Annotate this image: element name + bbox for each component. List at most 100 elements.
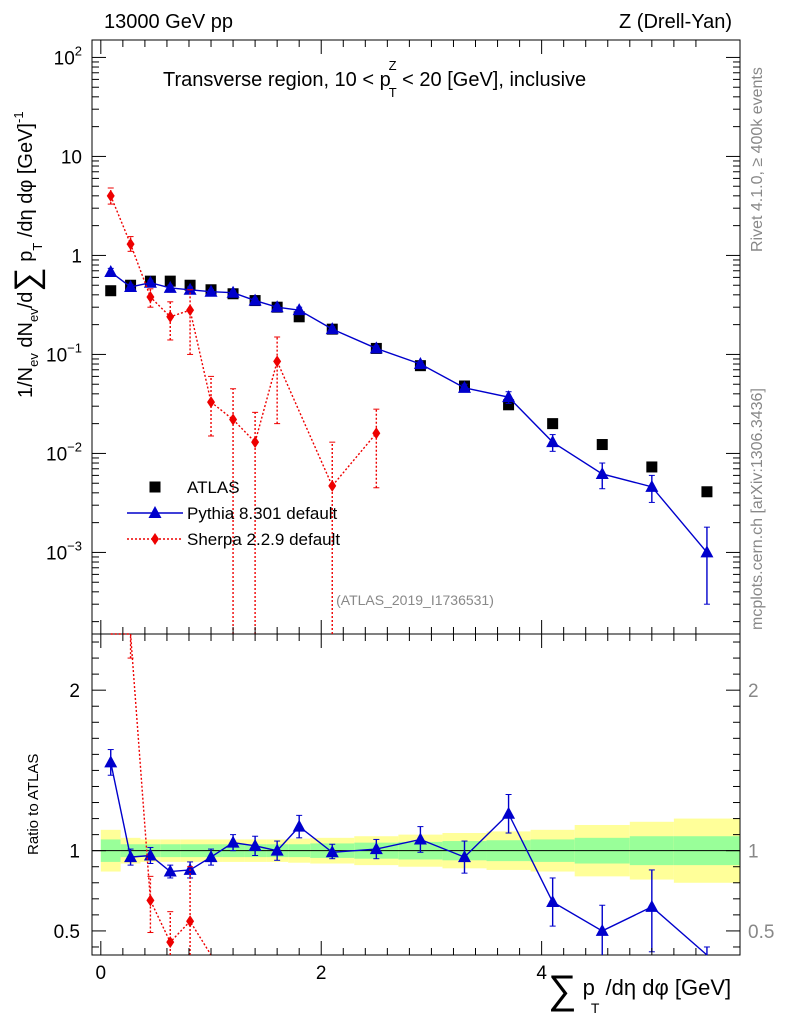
legend-label: ATLAS <box>187 478 240 497</box>
sherpa-point <box>126 238 135 251</box>
pythia-point <box>700 545 714 558</box>
pythia-point <box>226 285 240 298</box>
y-tick-exp: −3 <box>67 538 82 553</box>
pythia-ratio-point <box>595 923 609 936</box>
atlas-point <box>547 418 559 430</box>
sherpa-point <box>328 479 337 492</box>
y-tick-base: 1 <box>71 246 82 267</box>
legend-atlas-marker <box>149 481 161 493</box>
pythia-ratio-point <box>143 848 157 861</box>
pythia-ratio-point <box>248 838 262 851</box>
pythia-point <box>248 293 262 306</box>
sherpa-ratio-point <box>166 936 175 949</box>
ratio-plot-frame <box>91 633 741 956</box>
pythia-point <box>457 380 471 393</box>
sherpa-ratio-point <box>146 894 155 907</box>
data-layer <box>104 187 714 956</box>
ratio-y-tick-label-right: 1 <box>748 842 759 863</box>
x-tick-label: 4 <box>536 963 547 984</box>
pythia-point <box>183 282 197 295</box>
y-tick-base: 10 <box>61 147 82 168</box>
pythia-ratio-point <box>183 862 197 875</box>
x-tick-label: 0 <box>96 963 107 984</box>
legend-label: Sherpa 2.2.9 default <box>187 530 340 549</box>
y-tick-label: 10−2 <box>46 439 82 465</box>
y-tick-exp: 2 <box>75 43 82 58</box>
legend-label: Pythia 8.301 default <box>187 504 338 523</box>
pythia-point <box>143 275 157 288</box>
legend-sherpa-marker <box>151 533 159 545</box>
pythia-ratio-point <box>457 850 471 863</box>
pythia-ratio-point <box>163 864 177 877</box>
region-title-sup: Z <box>389 58 397 73</box>
ratio-y-axis-label: Ratio to ATLAS <box>25 754 42 855</box>
pythia-ratio-point <box>104 755 118 768</box>
pythia-ratio-point <box>502 806 516 819</box>
atlas-point <box>503 399 515 411</box>
pythia-point <box>325 322 339 335</box>
plot-frames <box>91 39 741 956</box>
pythia-point <box>270 300 284 313</box>
pythia-ratio-point <box>226 835 240 848</box>
pythia-point <box>645 479 659 492</box>
x-tick-label: 2 <box>316 963 327 984</box>
y-tick-label: 10−1 <box>46 340 82 366</box>
sherpa-point <box>146 291 155 304</box>
y-tick-exp: −1 <box>67 340 82 355</box>
pythia-point <box>104 265 118 278</box>
sherpa-point <box>372 427 381 440</box>
ratio-y-tick-label-right: 2 <box>748 681 759 702</box>
header-right: Z (Drell-Yan) <box>619 11 732 33</box>
sherpa-ratio-line <box>110 633 212 956</box>
sherpa-point <box>229 413 238 426</box>
pythia-point <box>369 341 383 354</box>
pythia-ratio-point <box>645 899 659 912</box>
pythia-ratio-point <box>124 850 138 863</box>
sherpa-point <box>106 189 115 202</box>
sherpa-point <box>273 355 282 368</box>
pythia-ratio-point <box>413 832 427 845</box>
ratio-y-tick-label: 1 <box>69 842 80 863</box>
mcplots-label: mcplots.cern.ch [arXiv:1306.3436] <box>749 388 766 630</box>
pythia-point <box>292 303 306 316</box>
y-tick-label: 1 <box>71 246 82 267</box>
pythia-ratio-point <box>325 845 339 858</box>
y-tick-label: 10 <box>61 147 82 168</box>
legend-pythia-marker <box>148 506 162 518</box>
ratio-bands <box>92 818 740 883</box>
atlas-point <box>293 311 305 323</box>
pythia-ratio-point <box>270 843 284 856</box>
header-left: 13000 GeV pp <box>104 11 233 33</box>
region-title-sub: T <box>389 85 397 100</box>
pythia-ratio-point <box>369 842 383 855</box>
sherpa-point <box>166 310 175 323</box>
atlas-point <box>596 439 608 451</box>
y-tick-base: 10 <box>46 444 67 465</box>
rivet-label: Rivet 4.1.0, ≥ 400k events <box>749 67 766 252</box>
pythia-point <box>204 284 218 297</box>
sherpa-ratio-point <box>186 915 195 928</box>
sherpa-line <box>110 195 377 488</box>
pythia-ratio-point <box>546 895 560 908</box>
pythia-point <box>546 435 560 448</box>
pythia-point <box>413 357 427 370</box>
sherpa-point <box>251 436 260 449</box>
pythia-ratio-point <box>292 819 306 832</box>
pythia-point <box>502 390 516 403</box>
analysis-id: (ATLAS_2019_I1736531) <box>336 592 494 608</box>
atlas-point <box>105 285 117 297</box>
legend: ATLAS Pythia 8.301 default Sherpa 2.2.9 de… <box>127 478 340 549</box>
y-tick-base: 10 <box>54 48 75 69</box>
region-title: Transverse region, 10 < p TZ < 20 [GeV], … <box>163 58 586 100</box>
pythia-point <box>124 279 138 292</box>
ratio-y-tick-label: 2 <box>69 681 80 702</box>
atlas-point <box>701 486 713 498</box>
y-tick-base: 10 <box>46 543 67 564</box>
region-title-post: < 20 [GeV], inclusive <box>397 69 587 91</box>
y-tick-base: 10 <box>46 345 67 366</box>
y-tick-label: 10−3 <box>46 538 82 564</box>
region-title-pre: Transverse region, 10 < p <box>163 69 391 91</box>
